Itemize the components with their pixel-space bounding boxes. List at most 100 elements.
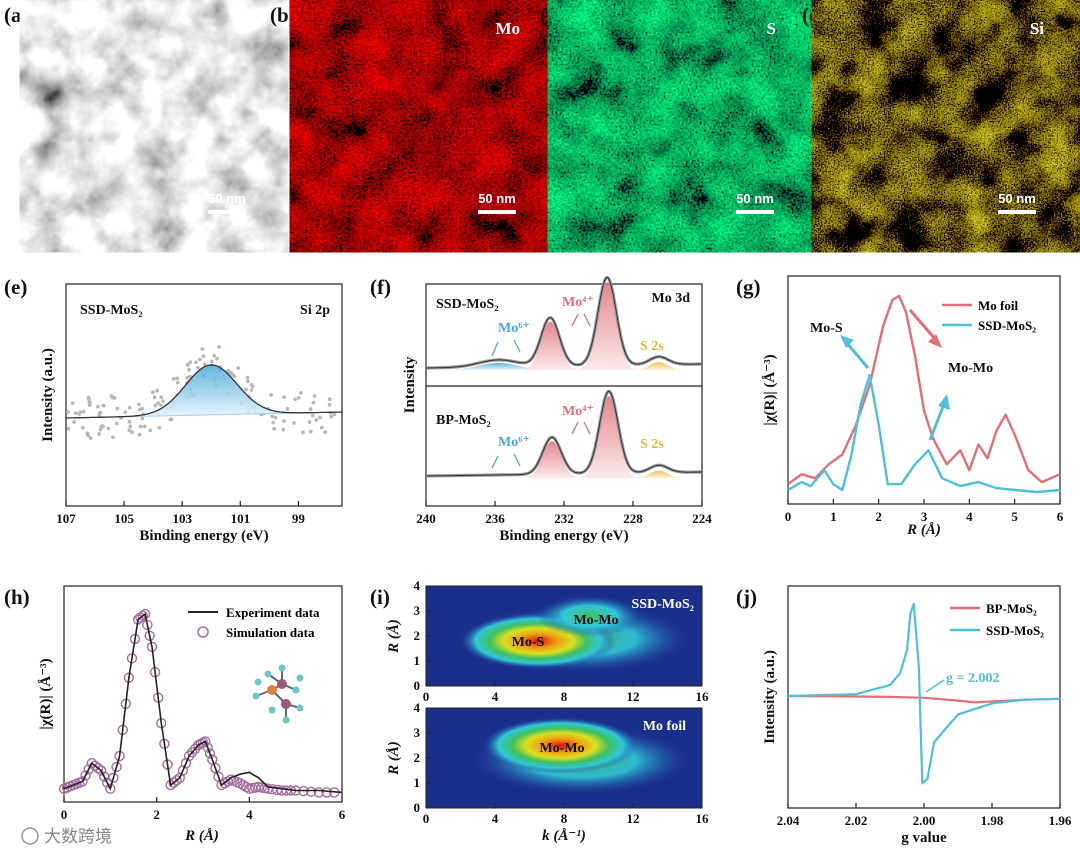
panel-f: (f) SSD-MoS₂ Mo 3d Mo⁶⁺ Mo⁴⁺ S 2s BP-MoS… xyxy=(370,275,712,544)
axes-h xyxy=(63,585,343,803)
i-blob xyxy=(535,595,644,637)
e-data-point xyxy=(272,426,276,431)
e-data-point xyxy=(142,424,147,429)
f-spectra xyxy=(426,275,702,478)
e-data-point xyxy=(323,430,328,434)
i-y-tick-label: 2 xyxy=(414,750,421,765)
e-data-point xyxy=(175,380,180,385)
scale-bar xyxy=(736,210,774,214)
h-simulation-point xyxy=(137,610,149,621)
g-arrowhead-mo-s xyxy=(840,335,854,348)
f-top-peak-fit xyxy=(426,362,702,370)
e-data-point xyxy=(308,407,313,411)
f-x-ticks: 240 236 232 228 224 xyxy=(416,501,712,526)
f-tick-label: 232 xyxy=(554,511,574,526)
s-atom xyxy=(296,674,304,682)
i-x-tick-label: 12 xyxy=(627,811,640,826)
panel-a-label: (a) xyxy=(4,3,29,27)
i-x-tick-label: 4 xyxy=(492,689,499,704)
g-arrow-mo-mo xyxy=(928,403,946,441)
watermark-text: 大数跨境 xyxy=(44,827,112,847)
e-data-point xyxy=(308,429,313,434)
h-simulation-point xyxy=(142,619,153,631)
f-pointer-arrow xyxy=(571,313,579,327)
e-data-point xyxy=(80,425,85,430)
f-top-envelope xyxy=(426,276,702,369)
panel-g-label: (g) xyxy=(736,275,761,299)
j-tick-label: 1.98 xyxy=(981,813,1004,828)
e-data-point xyxy=(137,432,142,437)
e-data-point xyxy=(202,362,207,367)
i-y-tick-label: 4 xyxy=(414,578,421,593)
e-data-point xyxy=(329,414,334,419)
e-data-point xyxy=(319,425,324,430)
h-legend-exp: Experiment data xyxy=(226,605,320,620)
e-data-point xyxy=(299,391,303,395)
f-pointer-arrow xyxy=(513,339,521,353)
e-data-point xyxy=(72,420,76,424)
h-legend: Experiment data Simulation data xyxy=(188,605,320,640)
e-data-point xyxy=(78,410,83,415)
e-data-point xyxy=(161,399,166,403)
e-data-point xyxy=(282,395,287,399)
panel-h: (h) Experiment data Simulation data xyxy=(4,585,346,844)
f-bottom-s2s-label: S 2s xyxy=(640,437,664,452)
f-pointer-arrow xyxy=(491,341,499,357)
e-data-point xyxy=(310,413,315,418)
s-atom xyxy=(264,670,272,678)
h-simulation-point xyxy=(77,776,88,787)
h-simulation-point xyxy=(200,736,211,747)
e-data-point xyxy=(292,421,296,425)
g-ylabel: |χ(R)| (Å⁻³) xyxy=(762,354,778,425)
f-region: Mo 3d xyxy=(652,291,691,306)
s-atom xyxy=(252,692,260,700)
e-data-point xyxy=(96,404,100,409)
j-xlabel: g value xyxy=(901,830,947,846)
panel-a: (a) 50 nm xyxy=(4,3,266,230)
f-tick-label: 228 xyxy=(623,511,643,526)
e-data-point xyxy=(209,359,214,364)
e-data-point xyxy=(156,401,161,406)
e-data-point xyxy=(109,394,114,398)
e-data-point xyxy=(127,419,132,424)
e-tick-label: 107 xyxy=(56,511,76,526)
j-tick-label: 1.96 xyxy=(1049,813,1072,828)
e-data-point xyxy=(318,415,322,420)
g-tick-label: 1 xyxy=(830,509,837,524)
i-bottom-mo-mo: Mo-Mo xyxy=(539,741,584,756)
panel-i-label: (i) xyxy=(370,585,390,609)
panel-e-label: (e) xyxy=(4,275,27,299)
panel-c-label: (c) xyxy=(540,3,563,27)
s-atom xyxy=(296,704,304,712)
f-pointer-arrow xyxy=(583,313,591,327)
h-simulation-point xyxy=(108,772,119,783)
panel-h-label: (h) xyxy=(4,585,30,609)
i-y-tick-label: 1 xyxy=(414,653,421,668)
h-simulation-point xyxy=(204,748,216,759)
h-simulation-point xyxy=(305,786,317,797)
h-simulation-point xyxy=(202,742,213,753)
scale-bar xyxy=(208,210,246,214)
e-data-point xyxy=(152,395,157,400)
e-data-point xyxy=(270,414,275,419)
f-bottom-mo4-label: Mo⁴⁺ xyxy=(562,404,594,419)
watermark: 大数跨境 xyxy=(21,827,112,847)
i-y-tick-label: 3 xyxy=(414,725,421,740)
e-data-point xyxy=(293,397,297,402)
j-tick-label: 2.00 xyxy=(913,813,936,828)
e-data-point xyxy=(175,376,180,381)
i-x-tick-label: 8 xyxy=(561,689,568,704)
e-data-point xyxy=(127,428,132,433)
e-data-point xyxy=(87,397,91,402)
h-simulation-point xyxy=(321,787,332,798)
axes-e xyxy=(65,283,343,507)
e-tick-label: 99 xyxy=(292,511,306,526)
i-x-tick-label: 4 xyxy=(492,811,499,826)
j-x-ticks: 2.04 2.02 2.00 1.98 1.96 xyxy=(777,803,1072,828)
e-data-point xyxy=(245,375,250,380)
mo-atom xyxy=(281,699,291,709)
g-arrowhead-mo-mo xyxy=(938,394,950,410)
e-data-point xyxy=(148,428,153,433)
f-bottom-envelope xyxy=(426,390,702,477)
